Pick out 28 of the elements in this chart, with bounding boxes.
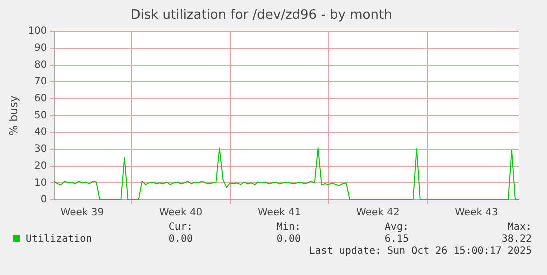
text: Min: [276,222,301,233]
chart-title: Disk utilization for /dev/zd96 - by month [130,8,392,24]
y-tick-label: 90 [34,43,48,54]
y-tick-label: 60 [34,94,48,105]
text: 6.15 [384,234,409,245]
x-tick-label: Week 43 [455,208,498,219]
y-tick-label: 30 [34,144,48,156]
y-tick-label: 50 [34,110,48,122]
text: Last update: Sun Oct 26 15:00:17 2025 [309,246,532,257]
x-tick-label: Week 42 [356,208,400,219]
x-tick-label: Week 40 [159,208,203,219]
x-tick-label: Week 39 [60,208,104,219]
text: 0.00 [276,234,301,245]
text: 0.00 [168,234,193,245]
legend-label: Utilization [25,234,92,245]
text: 38.22 [502,234,532,245]
x-tick-label: Week 41 [258,208,302,219]
y-axis-title: % busy [7,95,20,136]
text: Cur: [168,222,193,233]
text: Avg: [384,222,409,233]
y-tick-label: 10 [34,178,48,189]
y-tick-label: 80 [34,60,48,71]
y-tick-label: 20 [34,160,48,172]
y-tick-label: 70 [34,76,48,88]
text: Max: [508,222,532,233]
y-tick-label: 100 [28,26,48,38]
y-tick-label: 40 [34,127,48,138]
y-tick-label: 0 [40,194,48,206]
